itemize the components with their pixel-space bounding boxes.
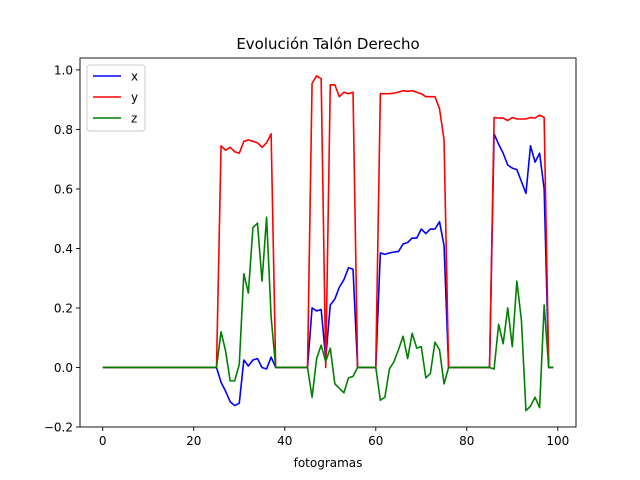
y-tick-label: 0.8 [54, 123, 73, 137]
y-tick-label: 0.2 [54, 301, 73, 315]
legend: xyz [86, 64, 146, 132]
x-tick-label: 40 [277, 434, 292, 448]
x-tick-label: 80 [459, 434, 474, 448]
series-line-z [102, 216, 554, 412]
legend-box [86, 64, 146, 132]
chart-title: Evolución Talón Derecho [236, 35, 419, 53]
legend-label-x: x [131, 70, 138, 84]
axes-frame [79, 57, 577, 428]
x-tick-label: 60 [368, 434, 383, 448]
legend-label-z: z [131, 112, 137, 126]
x-tick-label: 100 [546, 434, 569, 448]
x-axis-label: fotogramas [294, 456, 363, 470]
series-line-x [102, 133, 554, 407]
y-tick-label: 0.6 [54, 182, 73, 196]
y-tick-label: 0.0 [54, 361, 73, 375]
plot-area [102, 75, 554, 412]
axes: 0 20 40 60 80 100 −0.2 0.0 0.2 0.4 0.6 0.8 1.0 [44, 57, 577, 448]
x-tick-label: 0 [99, 434, 107, 448]
x-tick-label: 20 [186, 434, 201, 448]
y-tick-label: −0.2 [44, 421, 73, 435]
series-line-y [102, 75, 554, 369]
legend-label-y: y [131, 91, 138, 105]
y-tick-label: 1.0 [54, 63, 73, 77]
y-tick-label: 0.4 [54, 242, 73, 256]
